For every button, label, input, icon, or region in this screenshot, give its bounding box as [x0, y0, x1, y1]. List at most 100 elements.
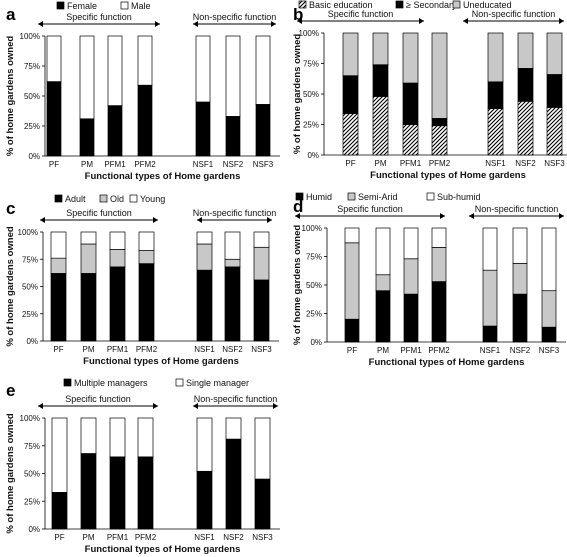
bar-segment-pm-3 — [376, 228, 390, 275]
legend-label: Male — [131, 1, 151, 11]
panel-label: c — [6, 199, 15, 218]
group-label: Non-specific function — [193, 208, 277, 218]
bar-segment-nsf3-2 — [547, 74, 562, 107]
bar-segment-pfm2-1 — [138, 457, 153, 529]
x-tick-label: PM — [81, 160, 93, 169]
legend-swatch — [130, 195, 137, 202]
bar-segment-pm-2 — [376, 275, 390, 291]
bar-segment-pfm2-1 — [138, 85, 152, 156]
bar-segment-pfm2-2 — [432, 247, 446, 281]
bar-segment-pm-1 — [80, 119, 94, 156]
x-tick-label: PF — [49, 160, 59, 169]
x-tick-label: NSF1 — [193, 160, 214, 169]
bar-segment-pfm2-2 — [432, 118, 447, 125]
legend-swatch — [299, 1, 306, 8]
bar-segment-nsf3-2 — [254, 247, 269, 280]
bar-segment-nsf2-1 — [513, 294, 527, 342]
bar-segment-pfm1-1 — [404, 294, 418, 342]
bar-segment-nsf3-2 — [256, 36, 270, 104]
bar-segment-nsf3-1 — [255, 479, 270, 529]
y-axis-label: % of home gardens owned — [5, 36, 16, 157]
bar-segment-nsf2-1 — [226, 116, 240, 156]
arrowhead-right-icon — [559, 18, 564, 24]
panel-label: e — [6, 381, 15, 400]
x-axis-label: Functional types of Home gardens — [369, 357, 525, 368]
bar-segment-nsf2-2 — [226, 36, 240, 116]
bar-segment-nsf2-3 — [225, 232, 240, 259]
bar-segment-pf-2 — [343, 76, 358, 114]
y-tick-label: 100% — [20, 32, 40, 41]
y-tick-label: 0% — [26, 337, 38, 346]
legend-swatch — [296, 193, 303, 200]
x-tick-label: PM — [377, 346, 389, 355]
bar-segment-nsf1-2 — [488, 82, 503, 109]
group-label: Non-specific function — [475, 204, 559, 214]
legend-label: Multiple managers — [74, 378, 148, 388]
bar-segment-pfm2-3 — [139, 232, 154, 251]
bar-segment-nsf3-2 — [255, 418, 270, 479]
x-tick-label: PFM1 — [104, 160, 126, 169]
x-tick-label: PM — [375, 159, 387, 168]
y-tick-label: 50% — [303, 90, 319, 99]
bar-segment-nsf2-2 — [225, 259, 240, 267]
arrowhead-left-icon — [469, 213, 474, 219]
x-tick-label: PFM1 — [400, 346, 422, 355]
bar-segment-nsf3-3 — [547, 33, 562, 74]
group-label: Non-specific function — [193, 12, 277, 22]
bar-segment-nsf1-1 — [197, 270, 212, 341]
bar-segment-pfm2-2 — [138, 36, 152, 85]
bar-segment-pm-1 — [81, 454, 96, 529]
legend-label: Basic education — [309, 0, 373, 10]
arrowhead-left-icon — [40, 217, 45, 223]
group-label: Specific function — [328, 9, 394, 19]
bar-segment-nsf2-1 — [518, 101, 533, 155]
bar-segment-nsf1-1 — [488, 109, 503, 155]
group-label: Non-specific function — [194, 394, 278, 404]
arrowhead-left-icon — [463, 18, 468, 24]
bar-segment-pm-1 — [81, 273, 96, 341]
bar-segment-nsf1-2 — [196, 36, 210, 102]
arrowhead-right-icon — [440, 213, 445, 219]
x-tick-label: PFM2 — [428, 346, 450, 355]
bar-segment-pf-2 — [51, 258, 66, 273]
bar-segment-nsf1-3 — [488, 33, 503, 82]
bar-segment-nsf1-2 — [483, 270, 497, 326]
legend-swatch — [57, 2, 64, 9]
bar-segment-pf-3 — [345, 228, 359, 243]
bar-segment-pfm2-2 — [138, 418, 153, 457]
legend-swatch — [100, 195, 107, 202]
x-tick-label: NSF3 — [539, 346, 560, 355]
x-tick-label: NSF1 — [485, 159, 506, 168]
y-tick-label: 0% — [28, 525, 40, 534]
bar-segment-pm-2 — [81, 418, 96, 454]
bar-segment-pfm1-3 — [404, 228, 418, 259]
x-tick-label: NSF2 — [223, 160, 244, 169]
bar-segment-pfm2-1 — [139, 264, 154, 341]
bar-segment-pfm1-1 — [110, 457, 125, 529]
chart-panel-c: c 0% 25% 50% 75% 100%% of home gardens owned P… — [5, 194, 279, 367]
y-tick-label: 25% — [24, 122, 40, 131]
y-tick-label: 50% — [306, 281, 322, 290]
group-label: Specific function — [66, 12, 132, 22]
y-tick-label: 25% — [24, 497, 40, 506]
x-tick-label: PFM2 — [134, 160, 156, 169]
bar-segment-pfm1-3 — [403, 33, 418, 83]
x-tick-label: NSF3 — [252, 533, 273, 542]
x-tick-label: PFM1 — [107, 345, 129, 354]
y-tick-label: 75% — [24, 62, 40, 71]
x-tick-label: PF — [345, 159, 355, 168]
y-tick-label: 25% — [303, 121, 319, 130]
bar-segment-pf-3 — [51, 232, 66, 258]
bar-segment-pfm1-3 — [110, 232, 125, 249]
bar-segment-pf-1 — [51, 273, 66, 341]
chart-panel-a: a0%25%50%75%100%% of home gardens ownedP… — [5, 1, 280, 182]
legend-swatch — [121, 2, 128, 9]
bar-segment-pfm1-2 — [108, 36, 122, 106]
bar-segment-nsf1-1 — [196, 102, 210, 156]
y-tick-label: 50% — [24, 92, 40, 101]
bar-segment-nsf3-1 — [256, 104, 270, 156]
x-axis-label: Functional types of Home gardens — [370, 170, 526, 181]
legend-label: Female — [67, 1, 97, 11]
x-axis-label: Functional types of Home gardens — [83, 356, 239, 367]
